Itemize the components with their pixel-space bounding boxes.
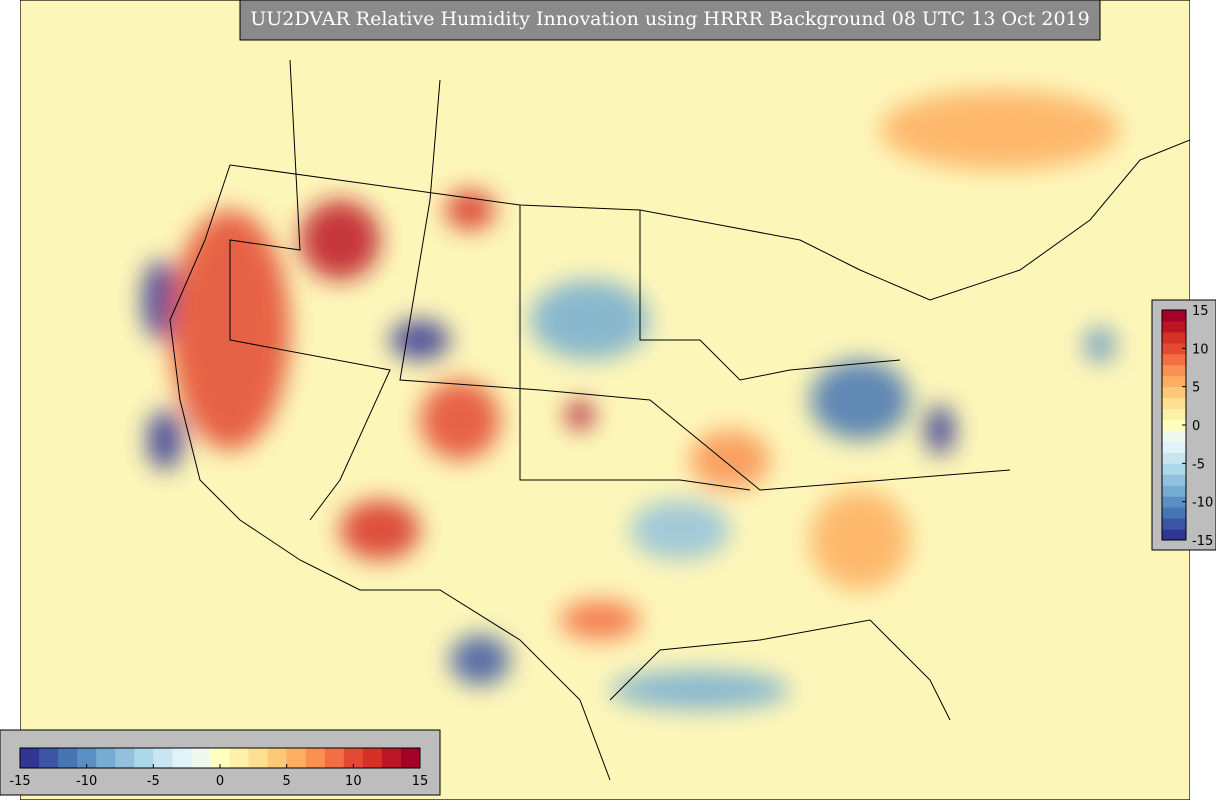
colorbar-segment [1162, 364, 1186, 377]
colorbar-segment [286, 748, 307, 768]
colorbar-segment [1162, 496, 1186, 508]
colorbar-segment [1162, 320, 1186, 333]
colorbar-segment [1162, 441, 1186, 453]
colorbar-segment [1162, 474, 1186, 486]
colorbar-segment [229, 748, 250, 768]
colorbar-segment [400, 748, 421, 768]
colorbar-segment [362, 748, 383, 768]
colorbar-tick-label: -15 [1192, 534, 1213, 549]
colorbar-segment [1162, 529, 1186, 541]
colorbar-segment [172, 748, 192, 768]
colorbar-segment [1162, 430, 1186, 442]
colorbar-segment [381, 748, 402, 768]
colorbar-segment [1162, 452, 1186, 464]
colorbar-segment [134, 748, 154, 768]
colorbar-segment [1162, 375, 1186, 388]
colorbar-segment [58, 748, 78, 768]
colorbar-segment [1162, 397, 1186, 410]
colorbar-tick-label: 5 [1192, 381, 1200, 396]
colorbar-tick-label: -15 [9, 774, 30, 789]
colorbar-segment [1162, 485, 1186, 497]
title-box [239, 0, 1101, 41]
colorbar-segment [1162, 408, 1186, 421]
colorbar-segment [1162, 342, 1186, 355]
map-field [20, 0, 1190, 800]
colorbar-segment [191, 748, 211, 768]
colorbar-segment [1162, 507, 1186, 519]
vertical-colorbar: -15 -10 -5 0 5 10 15 [1161, 304, 1213, 549]
colorbar-segment [1162, 518, 1186, 530]
colorbar-segment [267, 748, 288, 768]
colorbar-tick-label: 10 [345, 774, 362, 789]
colorbar-segment [1162, 419, 1186, 431]
colorbar-segment [210, 748, 231, 768]
colorbar-segment [1162, 331, 1186, 344]
colorbar-tick-label: -10 [76, 774, 97, 789]
colorbar-segment [324, 748, 345, 768]
colorbar-segment [77, 748, 97, 768]
colorbar-tick-label: -10 [1192, 496, 1213, 511]
colorbar-segment [305, 748, 326, 768]
colorbar-segment [20, 748, 40, 768]
colorbar-segment [115, 748, 135, 768]
colorbar-segment [1162, 353, 1186, 366]
colorbar-tick-label: 0 [216, 774, 224, 789]
colorbar-segment [343, 748, 364, 768]
colorbar-tick-label: -5 [1192, 457, 1205, 472]
horizontal-colorbar: -15 -10 -5 0 5 10 15 [9, 747, 429, 789]
colorbar-segment [1162, 463, 1186, 475]
colorbar-segment [1162, 386, 1186, 399]
colorbar-segment [39, 748, 59, 768]
colorbar-tick-label: 15 [1192, 304, 1209, 319]
colorbar-tick-label: -5 [147, 774, 160, 789]
colorbar-tick-label: 10 [1192, 342, 1209, 357]
colorbar-segment [1162, 310, 1186, 322]
map-title: UU2DVAR Relative Humidity Innovation usi… [250, 8, 1089, 30]
colorbar-tick-label: 0 [1192, 419, 1200, 434]
colorbar-segment [96, 748, 116, 768]
colorbar-segment [248, 748, 269, 768]
colorbar-tick-label: 15 [412, 774, 429, 789]
colorbar-segment [153, 748, 173, 768]
colorbar-tick-label: 5 [283, 774, 291, 789]
